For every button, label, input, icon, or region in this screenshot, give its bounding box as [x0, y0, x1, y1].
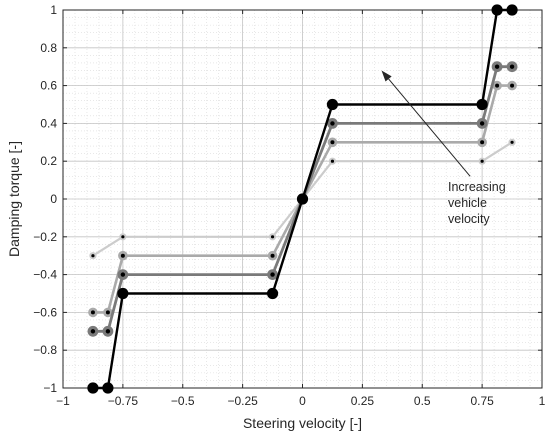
y-tick-label: 1	[50, 3, 57, 17]
annotation-line-3: velocity	[448, 212, 490, 226]
annotation-arrow-head	[381, 70, 392, 82]
series-marker	[102, 382, 114, 394]
y-tick-label: 0.8	[40, 41, 57, 55]
series-marker-dot	[510, 140, 514, 144]
series-marker-dot	[90, 310, 95, 315]
y-axis-ticks: −1 −0.8 −0.6 −0.4 −0.2 0 0.2 0.4 0.6 0.8 1	[33, 3, 542, 395]
series-marker-dot	[330, 159, 335, 163]
y-tick-label: 0.6	[40, 79, 57, 93]
series-layer	[87, 4, 518, 394]
x-axis-label: Steering velocity [-]	[243, 415, 362, 431]
x-tick-label: −0.5	[171, 394, 195, 408]
y-tick-label: 0.4	[40, 116, 57, 130]
y-tick-label: −0.2	[33, 230, 57, 244]
series-marker	[117, 287, 129, 300]
y-tick-label: 0.2	[40, 154, 57, 168]
annotation-line-1: Increasing	[448, 180, 506, 194]
series-marker-dot	[270, 253, 275, 258]
series-marker-dot	[91, 254, 95, 258]
y-tick-label: −0.4	[33, 268, 57, 282]
series-marker-dot	[330, 121, 335, 126]
series-marker-dot	[494, 64, 500, 69]
series-marker-dot	[480, 140, 485, 145]
series-marker-dot	[330, 140, 335, 145]
series-marker	[326, 98, 339, 111]
x-tick-label: 1	[539, 394, 546, 408]
series-marker	[491, 4, 503, 16]
series-marker	[266, 287, 279, 300]
series-marker-dot	[90, 329, 96, 334]
x-axis-ticks: −1 −0.75 −0.5 −0.25 0 0.25 0.5 0.75 1	[56, 10, 546, 408]
series-marker-dot	[105, 310, 110, 315]
series-marker-dot	[105, 329, 111, 334]
series-marker	[296, 193, 309, 205]
y-tick-label: −1	[43, 381, 57, 395]
series-marker-dot	[495, 83, 500, 88]
annotation: Increasing vehicle velocity	[381, 70, 506, 226]
annotation-arrow	[388, 78, 471, 177]
series-marker-dot	[479, 121, 485, 126]
x-tick-label: 0.5	[414, 394, 431, 408]
series-marker-dot	[121, 235, 125, 239]
series-4	[87, 4, 518, 394]
y-tick-label: −0.8	[33, 343, 57, 357]
series-marker-dot	[509, 64, 515, 69]
series-marker-dot	[480, 159, 484, 163]
series-marker-dot	[120, 272, 126, 277]
y-axis-label: Damping torque [-]	[6, 141, 22, 257]
x-tick-label: −1	[56, 394, 70, 408]
x-tick-label: 0.75	[470, 394, 494, 408]
x-tick-label: 0	[299, 394, 306, 408]
x-tick-label: −0.25	[227, 394, 258, 408]
series-marker	[476, 98, 488, 111]
series-marker-dot	[120, 253, 125, 258]
x-tick-label: 0.25	[351, 394, 375, 408]
series-marker-dot	[270, 272, 275, 277]
series-marker-dot	[270, 235, 275, 239]
series-marker-dot	[510, 83, 515, 88]
series-marker	[506, 4, 518, 16]
x-tick-label: −0.75	[108, 394, 139, 408]
annotation-line-2: vehicle	[448, 196, 487, 210]
y-tick-label: −0.6	[33, 305, 57, 319]
y-tick-label: 0	[50, 192, 57, 206]
series-marker	[87, 382, 99, 394]
